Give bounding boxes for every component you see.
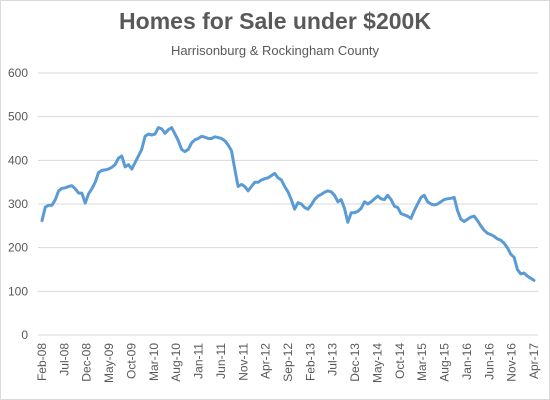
x-tick-label: Dec-13 bbox=[348, 343, 362, 382]
y-axis-ticks: 0 100 200 300 400 500 600 bbox=[8, 66, 28, 342]
x-tick-label: Jan-11 bbox=[192, 343, 206, 379]
chart-subtitle: Harrisonburg & Rockingham County bbox=[170, 43, 380, 58]
x-tick-label: Feb-13 bbox=[303, 343, 317, 381]
x-axis-ticks: Feb-08 Jul-08 Dec-08 May-09 Oct-09 Mar-10 Aug-… bbox=[35, 343, 541, 383]
x-tick-label: Aug-15 bbox=[438, 343, 452, 382]
x-tick-label: Jul-13 bbox=[326, 343, 340, 376]
x-tick-label: Jul-08 bbox=[57, 343, 71, 376]
x-tick-label: Sep-12 bbox=[281, 343, 295, 382]
x-tick-label: Mar-15 bbox=[415, 343, 429, 381]
gridlines bbox=[38, 72, 538, 336]
series-line bbox=[40, 126, 536, 282]
chart-title: Homes for Sale under $200K bbox=[119, 8, 431, 34]
x-tick-label: Apr-12 bbox=[259, 343, 273, 379]
x-tick-label: Oct-14 bbox=[393, 343, 407, 379]
y-tick-label: 600 bbox=[8, 66, 28, 80]
x-tick-label: Mar-10 bbox=[147, 343, 161, 381]
x-tick-label: Oct-09 bbox=[124, 343, 138, 379]
x-tick-label: Apr-17 bbox=[527, 343, 541, 379]
x-tick-label: Feb-08 bbox=[35, 343, 49, 381]
y-tick-label: 400 bbox=[8, 153, 28, 167]
x-tick-label: Jan-16 bbox=[460, 343, 474, 380]
y-tick-label: 200 bbox=[8, 241, 28, 255]
x-tick-label: Dec-08 bbox=[80, 343, 94, 382]
x-tick-label: May-09 bbox=[102, 343, 116, 383]
y-tick-label: 100 bbox=[8, 284, 28, 298]
x-tick-label: Aug-10 bbox=[169, 343, 183, 382]
x-tick-label: Nov-11 bbox=[236, 343, 250, 381]
y-tick-label: 300 bbox=[8, 197, 28, 211]
y-tick-label: 0 bbox=[21, 328, 28, 342]
x-tick-label: May-14 bbox=[370, 343, 384, 383]
x-tick-label: Jun-16 bbox=[482, 343, 496, 380]
y-tick-label: 500 bbox=[8, 110, 28, 124]
series-lines bbox=[40, 126, 536, 282]
x-tick-label: Nov-16 bbox=[505, 343, 519, 382]
x-tick-label: Jun-11 bbox=[214, 343, 228, 379]
